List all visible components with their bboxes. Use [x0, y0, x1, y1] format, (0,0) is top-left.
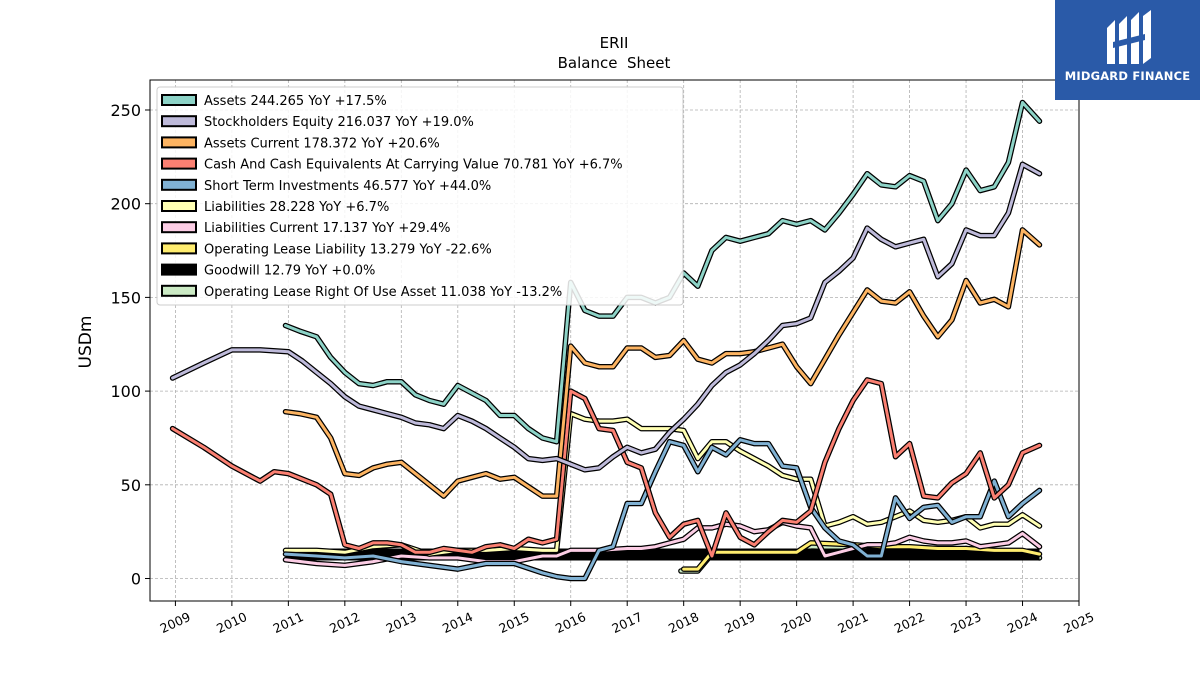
legend-item: Goodwill 12.79 YoY +0.0% — [161, 263, 375, 279]
series-stockholders-equity — [169, 161, 1043, 473]
x-tick-label: 2021 — [835, 609, 870, 636]
legend-swatch — [161, 284, 197, 297]
x-tick-label: 2015 — [496, 609, 531, 636]
x-tick-label: 2010 — [214, 609, 249, 636]
legend-swatch — [161, 263, 197, 276]
legend-item: Assets Current 178.372 YoY +20.6% — [161, 136, 440, 151]
x-tick-label: 2012 — [327, 609, 362, 636]
legend-label: Short Term Investments 46.577 YoY +44.0% — [204, 179, 491, 194]
y-axis-label: USDm — [76, 316, 96, 369]
y-tick-label: 0 — [131, 570, 141, 589]
series-line-outline — [282, 410, 1043, 557]
legend-swatch — [161, 157, 197, 170]
y-tick-label: 250 — [110, 101, 141, 120]
series-assets-current — [282, 227, 1043, 499]
legend-swatch — [161, 94, 197, 106]
y-axis-ticks: 0 50 100 150 200 250 — [110, 101, 150, 589]
x-tick-label: 2009 — [158, 609, 193, 636]
legend-swatch — [161, 178, 197, 191]
x-tick-label: 2019 — [722, 609, 757, 636]
series-line — [171, 162, 1041, 472]
y-tick-label: 50 — [121, 476, 141, 495]
y-tick-label: 200 — [110, 195, 141, 214]
chart-title: ERII — [600, 34, 629, 52]
series-line — [171, 378, 1041, 558]
brand-logo: MIDGARD FINANCE — [1055, 0, 1200, 100]
legend-swatch — [161, 221, 197, 234]
plot-frame — [149, 79, 1080, 602]
chart-subtitle: Balance Sheet — [558, 54, 671, 72]
x-tick-label: 2018 — [666, 609, 701, 636]
x-tick-label: 2023 — [948, 609, 983, 636]
legend-label: Operating Lease Liability 13.279 YoY -22… — [204, 242, 492, 257]
legend-swatch — [161, 115, 197, 128]
x-tick-label: 2024 — [1005, 609, 1040, 636]
legend-label: Stockholders Equity 216.037 YoY +19.0% — [204, 115, 474, 130]
legend-item: Stockholders Equity 216.037 YoY +19.0% — [161, 115, 474, 130]
legend-item: Assets 244.265 YoY +17.5% — [161, 94, 387, 109]
legend-label: Liabilities 28.228 YoY +6.7% — [204, 200, 389, 215]
legend-label: Assets Current 178.372 YoY +20.6% — [204, 136, 440, 151]
legend-item: Operating Lease Liability 13.279 YoY -22… — [161, 242, 492, 257]
x-tick-label: 2016 — [553, 609, 588, 636]
x-tick-label: 2013 — [384, 609, 419, 636]
legend-box — [156, 86, 684, 306]
x-tick-label: 2017 — [609, 609, 644, 636]
series-line — [284, 412, 1041, 556]
x-axis-ticks: 2009 2010 2011 2012 2013 2014 2015 2016 2017 2018… — [158, 601, 1096, 636]
legend: Assets 244.265 YoY +17.5% Stockholders Eq… — [156, 86, 684, 306]
y-tick-label: 100 — [110, 382, 141, 401]
legend-item: Liabilities 28.228 YoY +6.7% — [161, 200, 389, 215]
series-line — [284, 228, 1041, 498]
series-cash-and-cash-equivalents-at-carrying-value — [169, 377, 1043, 559]
legend-swatch — [161, 242, 197, 255]
brand-name: MIDGARD FINANCE — [1064, 69, 1191, 83]
series-liabilities — [282, 410, 1043, 557]
legend-item: Short Term Investments 46.577 YoY +44.0% — [161, 178, 491, 194]
legend-label: Cash And Cash Equivalents At Carrying Va… — [204, 158, 623, 173]
legend-label: Liabilities Current 17.137 YoY +29.4% — [204, 221, 451, 236]
legend-label: Goodwill 12.79 YoY +0.0% — [204, 264, 375, 279]
x-tick-label: 2014 — [440, 609, 475, 636]
legend-swatch — [161, 136, 197, 149]
x-tick-label: 2025 — [1061, 609, 1096, 636]
midgard-logo-icon — [1107, 10, 1151, 64]
legend-item: Cash And Cash Equivalents At Carrying Va… — [161, 157, 623, 173]
y-tick-label: 150 — [110, 288, 141, 307]
legend-item: Operating Lease Right Of Use Asset 11.03… — [161, 284, 562, 300]
legend-item: Liabilities Current 17.137 YoY +29.4% — [161, 221, 451, 236]
x-tick-label: 2020 — [779, 609, 814, 636]
series-line — [284, 438, 1041, 580]
legend-swatch — [161, 200, 197, 212]
series-short-term-investments — [282, 437, 1043, 582]
legend-label: Assets 244.265 YoY +17.5% — [204, 94, 387, 109]
x-tick-label: 2011 — [271, 609, 306, 636]
x-tick-label: 2022 — [892, 609, 927, 636]
legend-label: Operating Lease Right Of Use Asset 11.03… — [204, 285, 562, 300]
